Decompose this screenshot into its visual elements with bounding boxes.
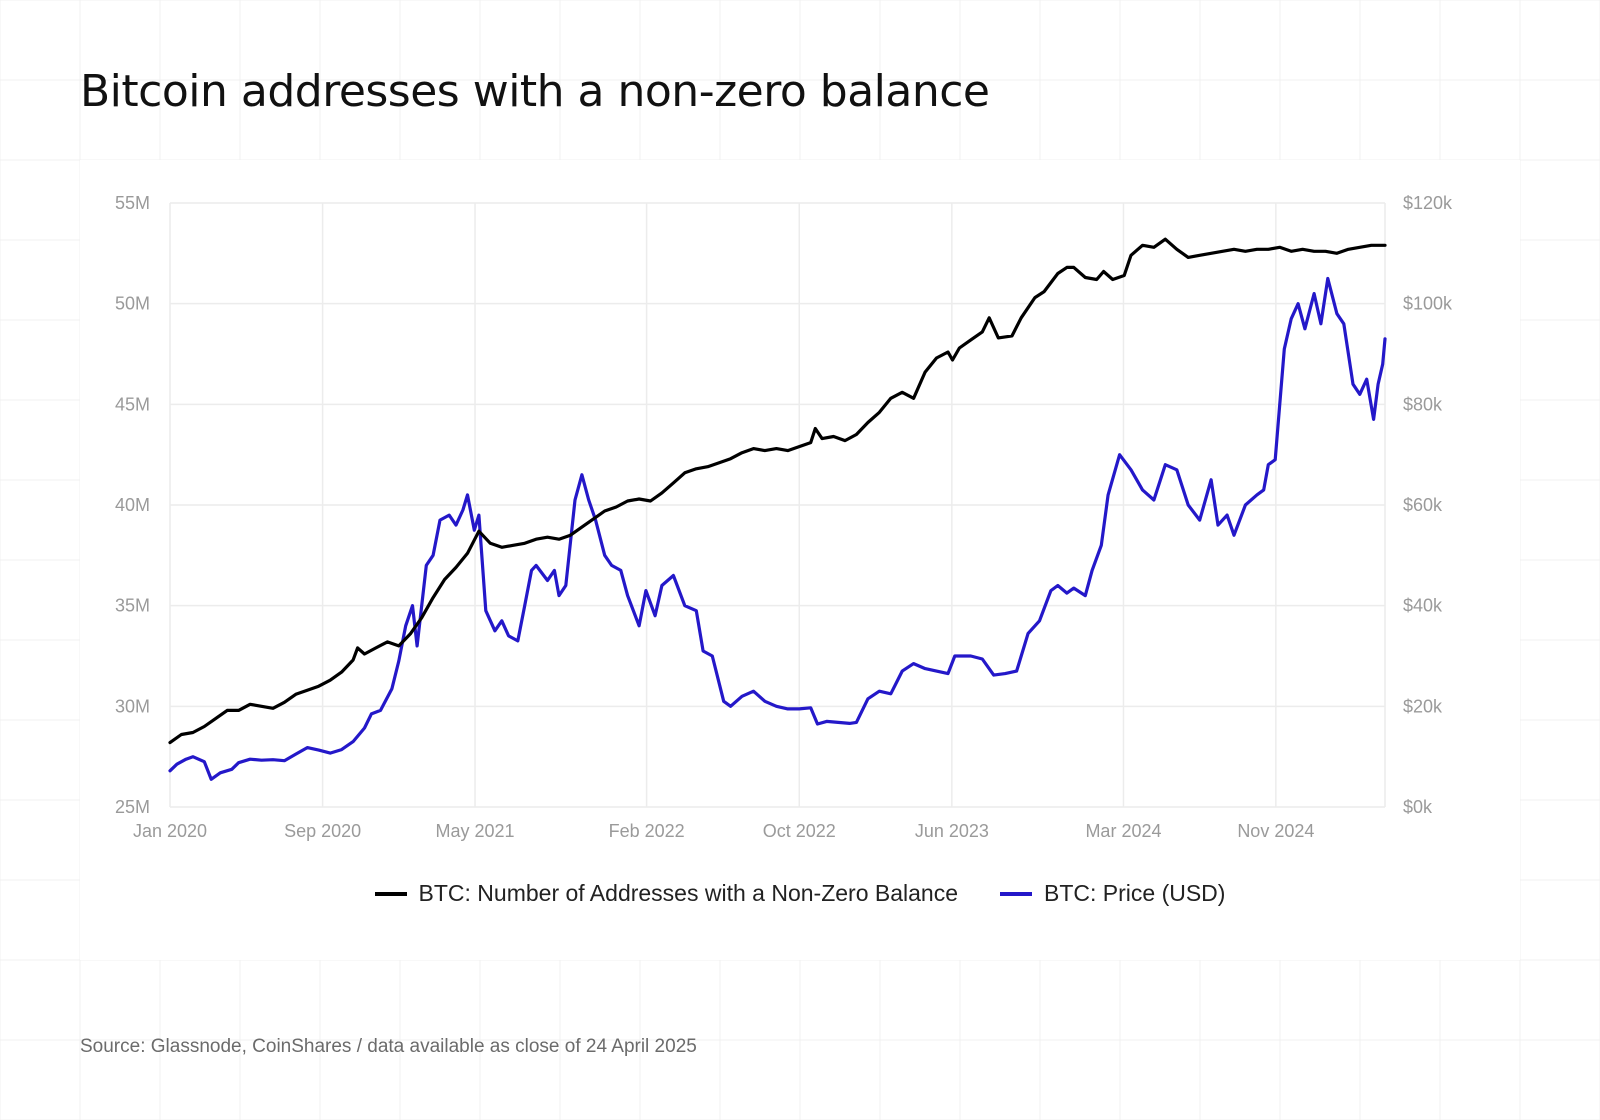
y-right-tick-label: $20k	[1403, 696, 1443, 716]
y-left-tick-label: 55M	[115, 193, 150, 213]
series-line-addresses	[168, 237, 1387, 745]
y-left-tick-label: 40M	[115, 495, 150, 515]
legend-label-addresses: BTC: Number of Addresses with a Non-Zero…	[418, 880, 958, 906]
page-title: Bitcoin addresses with a non-zero balanc…	[80, 66, 990, 117]
chart-legend: BTC: Number of Addresses with a Non-Zero…	[80, 880, 1520, 907]
legend-item-addresses: BTC: Number of Addresses with a Non-Zero…	[374, 880, 958, 907]
x-tick-label: May 2021	[435, 821, 514, 841]
y-left-tick-label: 25M	[115, 797, 150, 817]
y-right-tick-label: $80k	[1403, 394, 1443, 414]
x-tick-label: Feb 2022	[609, 821, 685, 841]
y-right-tick-label: $100k	[1403, 294, 1453, 314]
y-left-tick-label: 45M	[115, 394, 150, 414]
x-tick-label: Mar 2024	[1085, 821, 1161, 841]
x-tick-label: Nov 2024	[1237, 821, 1314, 841]
legend-item-price: BTC: Price (USD)	[1000, 880, 1225, 907]
line-chart: 25M $0k 30M $20k 35M $40k 40M $60k 45M $80k 50M $10…	[115, 193, 1453, 841]
y-right-tick-label: $60k	[1403, 495, 1443, 515]
x-tick-label: Sep 2020	[284, 821, 361, 841]
x-tick-label: Oct 2022	[763, 821, 836, 841]
legend-swatch-addresses	[374, 891, 407, 896]
x-tick-label: Jun 2023	[915, 821, 989, 841]
y-right-tick-label: $120k	[1403, 193, 1453, 213]
y-left-tick-label: 30M	[115, 696, 150, 716]
y-left-tick-label: 35M	[115, 596, 150, 616]
x-tick-label: Jan 2020	[133, 821, 207, 841]
y-left-tick-label: 50M	[115, 294, 150, 314]
source-note: Source: Glassnode, CoinShares / data ava…	[80, 1036, 697, 1057]
chart-card: 25M $0k 30M $20k 35M $40k 40M $60k 45M $80k 50M $10…	[80, 160, 1520, 960]
legend-label-price: BTC: Price (USD)	[1044, 880, 1226, 906]
y-right-tick-label: $40k	[1403, 596, 1443, 616]
legend-swatch-price	[1000, 891, 1032, 896]
y-right-tick-label: $0k	[1403, 797, 1433, 817]
series-line-price	[168, 276, 1387, 781]
